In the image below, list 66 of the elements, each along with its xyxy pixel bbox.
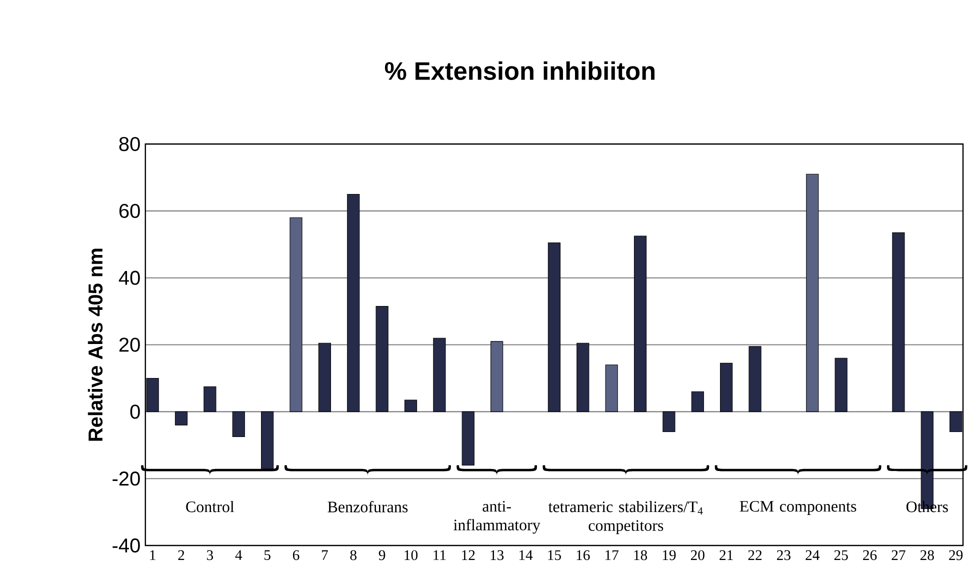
x-tick-label: 24 [806,550,820,560]
x-tick-label: 8 [350,550,356,560]
bar [834,358,848,412]
bar [748,346,762,412]
annotation: ECM components [740,501,856,516]
bar [576,343,590,412]
bar [462,412,474,466]
x-tick-label: 22 [748,550,762,560]
bar [691,392,704,412]
y-tick-label: 80 [119,137,140,152]
bar [605,364,618,412]
x-tick-label: 19 [662,550,676,560]
annotation: Control [186,501,234,512]
x-tick-label: 28 [920,550,934,560]
x-tick-label: 16 [576,550,590,560]
y-axis-title: Relative Abs 405 nm [88,248,103,441]
x-tick-label: 25 [834,550,848,560]
bar [347,194,360,412]
x-tick-label: 27 [892,550,906,560]
x-tick-label: 5 [264,550,270,560]
x-tick-label: 21 [720,550,733,560]
bar [720,363,733,412]
bar [318,343,331,412]
x-tick-label: 6 [292,550,300,560]
x-tick-label: 11 [434,550,446,560]
x-tick-label: 9 [378,550,386,560]
annotation: anti-inflammatory [454,501,540,534]
x-tick-label: 7 [322,550,328,560]
y-tick-label: 20 [119,338,140,352]
x-tick-label: 23 [777,550,790,560]
y-tick-label: -20 [112,472,140,486]
bar [806,174,819,412]
x-tick-label: 10 [404,550,418,560]
chart-title: % Extension inhibiiton [384,62,654,80]
bar [232,412,245,438]
y-tick-label: -40 [112,538,140,553]
bar [433,338,446,412]
x-tick-label: 1 [150,550,156,560]
x-tick-label: 2 [178,550,184,560]
y-tick-label: 40 [118,271,140,286]
annotation: Others [906,501,948,512]
bar [490,341,504,412]
bar [290,218,302,412]
x-tick-label: 12 [462,550,475,560]
bar [204,386,216,412]
y-tick-label: 0 [130,404,140,419]
bar [376,306,388,412]
bar [634,236,647,412]
x-tick-label: 20 [690,550,704,560]
bar [662,412,676,432]
y-tick-label: 60 [119,204,140,218]
x-tick-label: 13 [490,550,504,560]
bar [548,242,560,412]
annotation: Benzofurans [328,501,408,513]
x-tick-label: 18 [634,550,648,560]
x-tick-label: 15 [548,550,561,560]
x-tick-label: 4 [235,550,242,560]
bar [404,400,418,412]
x-tick-label: 29 [949,550,963,560]
bar [174,412,188,426]
x-tick-label: 14 [519,550,533,560]
x-tick-label: 3 [206,550,214,560]
x-tick-label: 26 [863,550,877,560]
text: tetrameric stabilizers/T$_{4}$ competitors [548,501,703,534]
bar [892,232,905,412]
x-tick-label: 17 [606,550,618,560]
